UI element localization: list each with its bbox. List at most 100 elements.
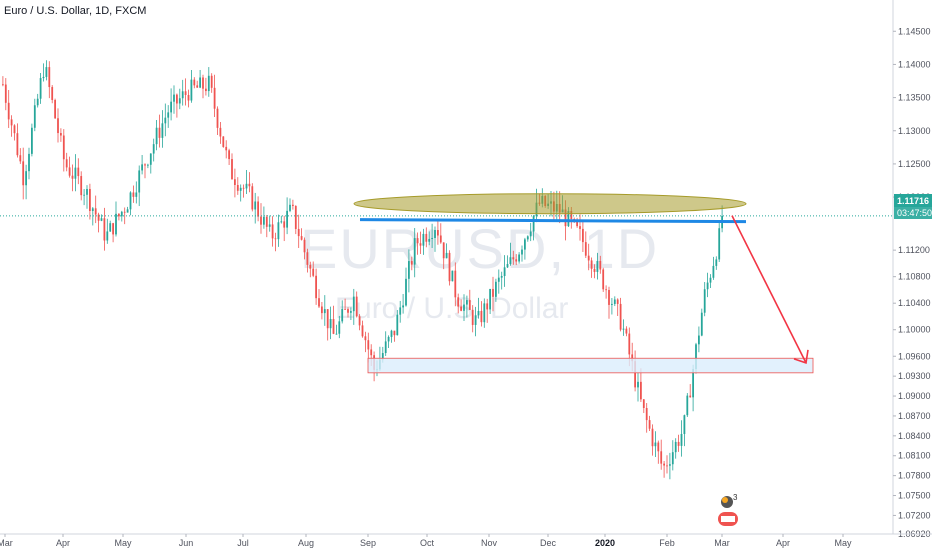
candle-body [431,237,433,239]
resistance-trendline[interactable] [359,218,747,224]
candle-body [187,94,190,101]
ideas-badge[interactable]: 3 [718,493,738,526]
candle-body [199,77,201,88]
candle-body [283,221,286,228]
candle-body [202,77,204,89]
candle-body [309,264,312,269]
time-tick-label: Mar [0,538,13,548]
candle-body [396,314,399,336]
price-tick-label: 1.09600 [898,351,931,361]
candle-body [613,299,616,304]
candle-body [94,208,97,215]
candle-body [323,309,326,314]
current-price-bg [894,194,932,207]
ideas-count: 3 [733,493,738,502]
time-tick-label: Jun [179,538,194,548]
candle-body [506,264,509,268]
candle-body [297,228,300,237]
candle-body [141,164,143,171]
candle-body [645,408,648,421]
candle-body [135,192,138,197]
candle-body [605,289,607,291]
candle-body [77,167,80,177]
candle-body [463,304,465,311]
candle-body [466,300,468,305]
candle-body [178,98,181,104]
candle-body [115,213,117,235]
candle-body [335,333,338,335]
candle-body [10,119,13,126]
candle-body [16,133,19,156]
candle-body [103,218,106,241]
candle-body [712,265,715,278]
candle-body [222,136,225,147]
resistance-ellipse[interactable] [353,193,747,215]
candle-body [25,171,27,186]
candle-body [263,216,265,225]
candle-body [39,78,42,99]
candle-body [387,336,390,342]
candle-body [576,219,578,227]
candle-body [86,188,88,195]
candle-body [454,270,457,298]
candle-body [205,88,207,92]
candle-body [651,428,654,447]
candle-body [480,310,483,323]
candle-body [207,75,210,92]
candle-body [251,186,254,210]
candle-body [83,194,85,196]
candle-body [91,208,94,212]
candle-body [596,260,599,272]
candle-body [497,277,500,282]
candle-body [306,252,309,265]
candle-body [341,308,344,322]
candle-body [703,289,706,313]
candle-body [628,333,631,355]
candle-body [170,101,172,113]
price-tick-label: 1.09000 [898,391,931,401]
candle-body [483,303,486,323]
candle-body [593,268,596,272]
candle-body [271,224,274,239]
candle-body [265,216,268,227]
flag-stripe-icon [721,516,735,522]
candle-body [274,238,277,240]
candle-body [640,381,642,400]
candle-body [31,127,33,154]
candle-body [648,420,651,429]
candle-body [7,102,10,120]
support-zone[interactable] [367,357,814,374]
candle-body [526,236,529,240]
candle-body [48,67,51,88]
price-axis[interactable]: 1.145001.140001.135001.130001.125001.120… [893,26,931,539]
time-tick-label: May [114,538,132,548]
candle-body [410,261,413,265]
candle-body [33,105,36,128]
candle-body [355,296,358,317]
candle-body [381,353,384,360]
candle-body [402,305,404,308]
candle-body [718,228,721,260]
candle-body [582,228,584,243]
candle-body [228,150,230,160]
candle-body [294,205,297,229]
candle-body [364,336,367,341]
drawings[interactable] [0,193,893,374]
candle-body [51,87,54,100]
candle-body [289,204,291,211]
time-axis[interactable]: Mar Apr May Jun Jul Aug Sep Oct Nov Dec 2020 Feb Mar… [0,534,852,548]
avatar-highlight-icon [722,497,728,503]
candle-body [65,159,68,168]
time-tick-label: May [834,538,852,548]
candle-body [680,433,683,446]
candle-body [529,231,532,237]
candle-body [303,239,306,253]
candle-body [602,269,605,290]
candle-body [637,381,639,388]
candle-body [280,221,283,223]
projection-arrow[interactable] [731,215,807,364]
candle-body [405,278,407,306]
